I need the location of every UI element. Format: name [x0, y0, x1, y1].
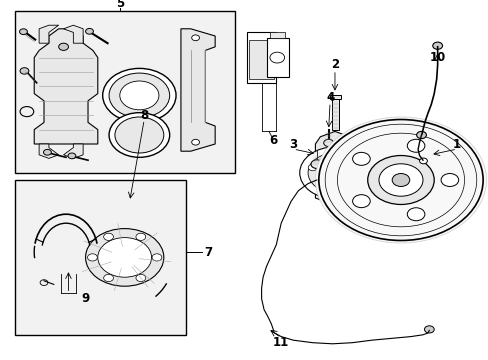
Circle shape	[103, 274, 113, 282]
Circle shape	[20, 68, 29, 74]
Polygon shape	[36, 214, 96, 242]
Circle shape	[191, 139, 199, 145]
Polygon shape	[181, 29, 215, 151]
Bar	[15, 11, 234, 173]
Circle shape	[432, 42, 442, 49]
Text: 10: 10	[428, 51, 445, 64]
Text: 7: 7	[203, 246, 211, 258]
Bar	[331, 99, 338, 130]
Text: 11: 11	[272, 336, 289, 348]
Circle shape	[87, 254, 97, 261]
Polygon shape	[270, 32, 284, 38]
Circle shape	[109, 73, 169, 118]
Circle shape	[85, 229, 163, 286]
Circle shape	[316, 184, 325, 190]
Polygon shape	[266, 38, 288, 77]
Circle shape	[407, 208, 424, 221]
Circle shape	[109, 113, 169, 157]
Circle shape	[416, 131, 426, 139]
Circle shape	[344, 184, 352, 190]
Text: 4: 4	[325, 91, 333, 104]
Circle shape	[152, 254, 162, 261]
Circle shape	[330, 152, 339, 159]
Circle shape	[115, 117, 163, 153]
Text: 6: 6	[269, 134, 277, 147]
Circle shape	[20, 29, 27, 35]
Circle shape	[120, 81, 159, 110]
Polygon shape	[39, 144, 59, 158]
Circle shape	[407, 139, 424, 152]
Circle shape	[136, 233, 145, 240]
Text: 1: 1	[452, 138, 460, 150]
Polygon shape	[76, 207, 173, 308]
Circle shape	[367, 156, 433, 204]
Text: 5: 5	[116, 0, 123, 10]
Circle shape	[299, 147, 369, 199]
Circle shape	[424, 326, 433, 333]
Bar	[329, 95, 340, 99]
Circle shape	[307, 153, 361, 193]
Text: 8: 8	[140, 109, 148, 122]
Circle shape	[391, 174, 409, 186]
Circle shape	[98, 238, 151, 277]
Polygon shape	[39, 25, 59, 43]
Circle shape	[352, 164, 361, 171]
Text: 2: 2	[330, 58, 338, 71]
Circle shape	[269, 52, 284, 63]
Circle shape	[419, 158, 427, 164]
Circle shape	[320, 162, 349, 184]
Circle shape	[59, 43, 68, 50]
Polygon shape	[315, 131, 354, 205]
Polygon shape	[246, 32, 276, 83]
Circle shape	[440, 174, 458, 186]
Circle shape	[307, 164, 316, 171]
Circle shape	[43, 149, 51, 155]
Circle shape	[310, 160, 322, 168]
Circle shape	[191, 35, 199, 41]
Circle shape	[352, 195, 369, 208]
Text: 3: 3	[289, 138, 297, 150]
Polygon shape	[63, 25, 83, 43]
Circle shape	[315, 117, 486, 243]
Circle shape	[352, 152, 369, 165]
Polygon shape	[63, 144, 83, 158]
Bar	[15, 180, 185, 335]
Polygon shape	[249, 40, 273, 79]
Circle shape	[68, 153, 76, 159]
Polygon shape	[34, 29, 98, 144]
Circle shape	[85, 28, 93, 34]
Circle shape	[102, 68, 176, 122]
Circle shape	[103, 233, 113, 240]
Circle shape	[136, 274, 145, 282]
Text: 9: 9	[81, 292, 89, 305]
Circle shape	[378, 164, 422, 196]
Circle shape	[323, 139, 333, 147]
